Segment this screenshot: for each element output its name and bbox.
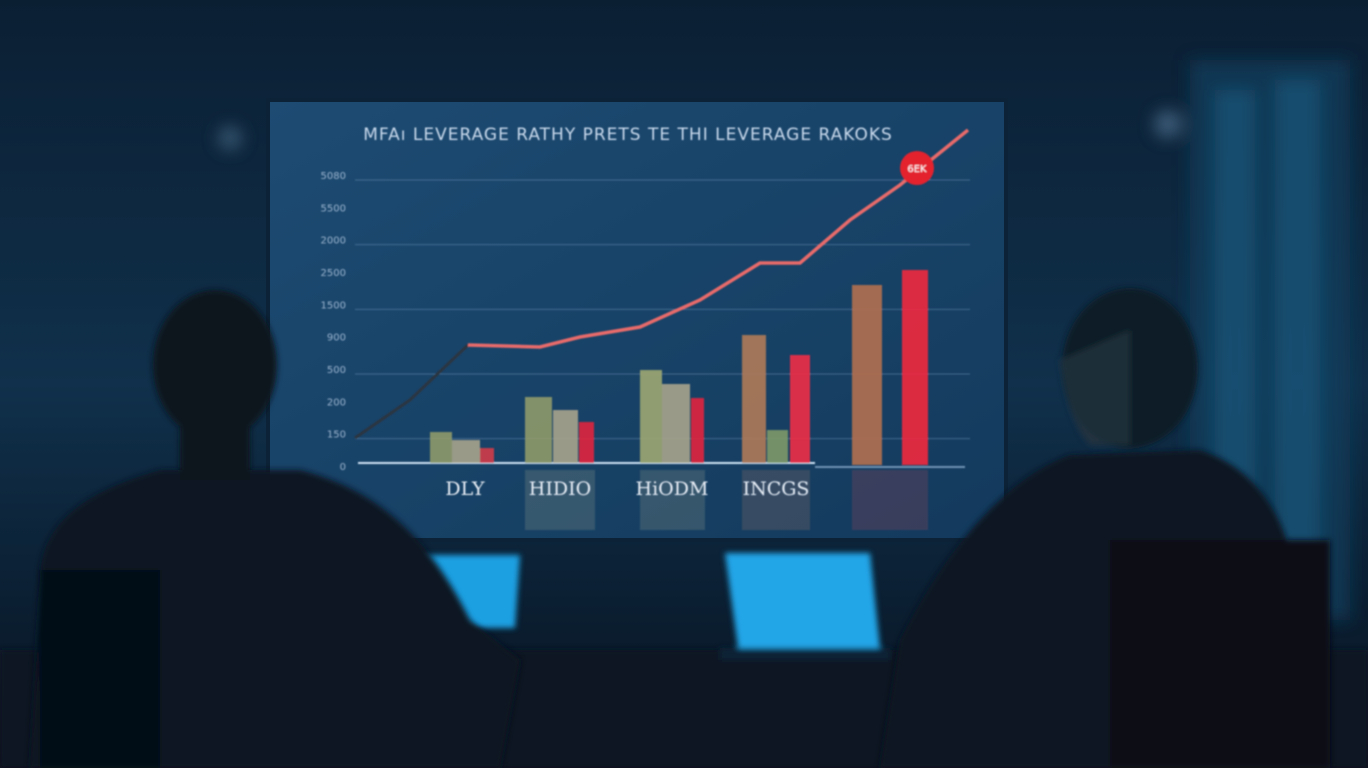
- bar: [691, 398, 704, 463]
- bar: [640, 370, 662, 463]
- category-label: DLY: [445, 478, 485, 500]
- bar: [480, 448, 494, 463]
- bar: [662, 384, 690, 463]
- bar-reflections: [525, 470, 928, 530]
- trend-line: [354, 343, 470, 440]
- screen-chart: MFAı LEVERAGE RATHY PRETS TE THI LEVERAG…: [321, 125, 970, 530]
- axis-label: 500: [327, 365, 346, 376]
- bar: [452, 440, 480, 463]
- bar: [579, 422, 594, 463]
- chair: [1110, 540, 1330, 768]
- person-right: [880, 288, 1330, 768]
- bar: [430, 432, 452, 463]
- screen-title: MFAı LEVERAGE RATHY PRETS TE THI LEVERAG…: [363, 125, 893, 145]
- axis-label: 200: [327, 397, 346, 408]
- axis-label: 2000: [321, 236, 346, 247]
- axis-label: 900: [327, 333, 346, 344]
- person-left: [30, 290, 520, 768]
- bar: [767, 430, 788, 463]
- trend-line: [467, 128, 970, 349]
- category-label: HIDIO: [529, 478, 591, 500]
- category-label: HiODM: [636, 478, 709, 500]
- highlight-badge: [900, 151, 934, 185]
- axis-label: 5500: [321, 203, 346, 214]
- bar: [742, 335, 766, 463]
- bar: [553, 410, 578, 463]
- bar: [525, 397, 552, 463]
- laptop-base: [720, 648, 890, 660]
- badge-label: 6EK: [907, 164, 927, 175]
- bars: [430, 270, 928, 465]
- laptop-screen: [725, 553, 880, 648]
- category-labels: DLY HIDIO HiODM INCGS: [445, 478, 809, 500]
- axis-label: 5080: [321, 171, 346, 182]
- bar: [902, 270, 928, 465]
- axis-label: 2500: [321, 268, 346, 279]
- axis-label: 0: [340, 462, 346, 473]
- category-label: INCGS: [743, 478, 810, 500]
- chair: [40, 570, 160, 768]
- axis-label: 1500: [321, 300, 346, 311]
- bar: [790, 355, 810, 463]
- axis-label: 150: [327, 430, 346, 441]
- bar: [852, 285, 882, 465]
